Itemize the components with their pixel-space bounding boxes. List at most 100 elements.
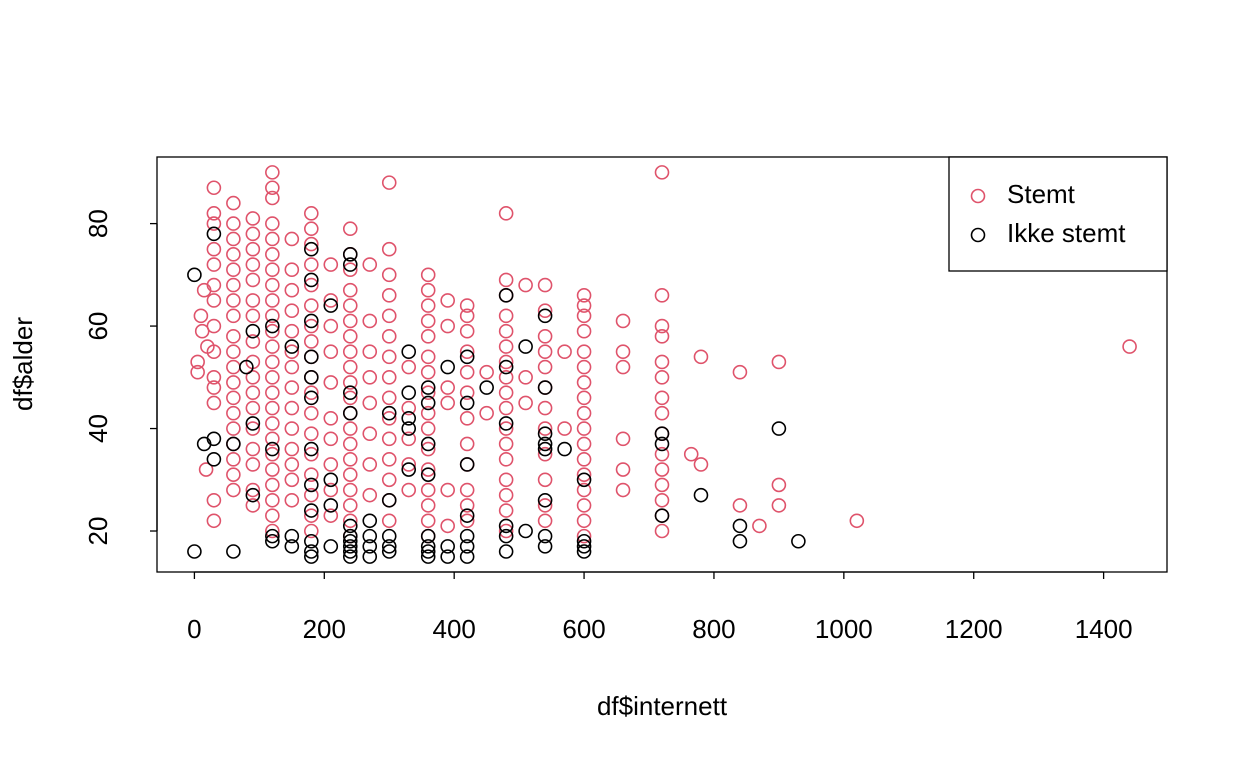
point: [284, 472, 300, 488]
point: [654, 354, 670, 370]
point: [732, 533, 748, 549]
point: [245, 385, 261, 400]
point: [576, 390, 592, 406]
point: [190, 354, 205, 370]
point: [187, 544, 202, 559]
point: [245, 241, 261, 257]
point: [342, 482, 358, 498]
point: [304, 503, 319, 518]
point: [518, 523, 533, 539]
legend-box: [948, 156, 1168, 272]
point: [190, 364, 205, 380]
point: [654, 436, 670, 452]
point: [342, 533, 358, 549]
point: [342, 390, 358, 406]
point: [498, 523, 514, 539]
point: [362, 257, 378, 272]
point: [304, 241, 319, 257]
point: [381, 528, 397, 544]
point: [304, 221, 319, 237]
point: [265, 533, 280, 549]
point: [537, 539, 553, 554]
point: [245, 293, 261, 308]
point: [576, 498, 592, 513]
y-tick-label: 20: [83, 517, 113, 546]
point: [459, 549, 475, 564]
point: [537, 308, 553, 324]
point: [557, 344, 572, 359]
point: [576, 323, 592, 339]
point: [420, 267, 436, 283]
point: [537, 359, 553, 375]
point: [304, 277, 319, 293]
point: [245, 257, 261, 272]
point: [342, 539, 358, 554]
point: [304, 349, 319, 365]
point: [342, 375, 358, 390]
point: [245, 226, 261, 242]
point: [518, 277, 533, 293]
point: [381, 241, 397, 257]
point: [381, 472, 397, 488]
point: [342, 518, 358, 534]
point: [420, 441, 436, 457]
point: [284, 359, 300, 375]
point: [576, 451, 592, 467]
point: [381, 451, 397, 467]
point: [284, 262, 300, 278]
point: [401, 400, 417, 416]
point: [304, 272, 319, 288]
point: [284, 303, 300, 319]
point: [771, 354, 787, 370]
point: [401, 421, 417, 436]
point: [440, 395, 455, 411]
point: [557, 421, 572, 436]
point: [265, 231, 280, 247]
point: [342, 405, 358, 421]
point: [498, 544, 514, 559]
point: [401, 431, 417, 447]
point: [265, 247, 280, 262]
point: [576, 288, 592, 303]
point: [440, 293, 455, 308]
point: [498, 323, 514, 339]
point: [304, 549, 319, 564]
point: [381, 175, 397, 190]
point: [226, 329, 241, 344]
point: [693, 457, 709, 472]
point: [226, 375, 241, 390]
point: [245, 498, 261, 513]
x-tick-label: 200: [303, 614, 346, 644]
point: [654, 329, 670, 344]
point: [459, 539, 475, 554]
point: [537, 277, 553, 293]
point: [265, 477, 280, 493]
x-tick-label: 600: [562, 614, 605, 644]
point: [304, 446, 319, 462]
point: [265, 446, 280, 462]
point: [576, 533, 592, 549]
point: [420, 405, 436, 421]
point: [498, 503, 514, 518]
point: [381, 390, 397, 406]
point: [284, 421, 300, 436]
point: [342, 549, 358, 564]
point: [440, 482, 455, 498]
point: [206, 513, 222, 529]
point: [498, 359, 514, 375]
point: [206, 216, 222, 231]
point: [362, 457, 378, 472]
point: [265, 370, 280, 385]
point: [381, 544, 397, 559]
point: [459, 513, 475, 529]
point: [459, 436, 475, 452]
point: [537, 436, 553, 452]
point: [304, 385, 319, 400]
point: [537, 380, 553, 395]
point: [304, 313, 319, 329]
point: [206, 257, 222, 272]
point: [265, 323, 280, 339]
point: [342, 298, 358, 313]
point: [284, 400, 300, 416]
